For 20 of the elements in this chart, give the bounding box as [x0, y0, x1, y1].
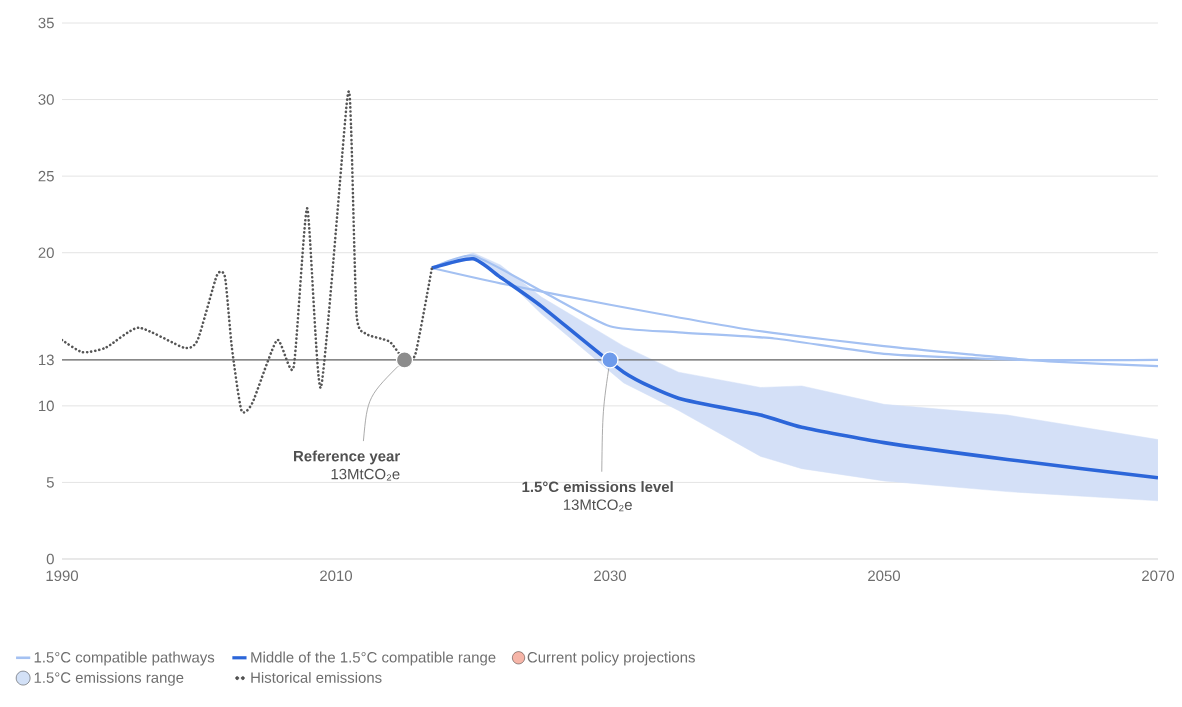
y-tick-label: 10 — [39, 400, 54, 412]
legend-label: 1.5°C compatible pathways — [34, 651, 215, 666]
y-tick-label: 13 — [39, 354, 54, 366]
x-tick-label: 2010 — [320, 570, 353, 582]
y-tick-label: 0 — [46, 553, 54, 565]
y-tick-label: 35 — [38, 17, 54, 29]
legend-label: 1.5°C emissions range — [34, 671, 184, 686]
y-tick-label: 25 — [38, 170, 54, 182]
y-tick-label: 30 — [38, 94, 54, 105]
x-tick-label: 2050 — [868, 570, 901, 582]
legend-label: Middle of the 1.5°C compatible range — [251, 651, 496, 666]
y-tick-label: 5 — [46, 477, 54, 488]
annotation: 1.5°C emissions level 13MtCO₂e — [522, 481, 673, 512]
annotation: Reference year 13MtCO₂e — [294, 450, 400, 481]
x-tick-label: 2070 — [1142, 570, 1175, 582]
legend-label: Current policy projections — [527, 651, 695, 666]
x-tick-label: 2030 — [594, 570, 627, 582]
y-tick-label: 20 — [38, 247, 54, 258]
legend-label: Historical emissions — [251, 671, 382, 683]
x-tick-label: 1990 — [46, 570, 79, 582]
